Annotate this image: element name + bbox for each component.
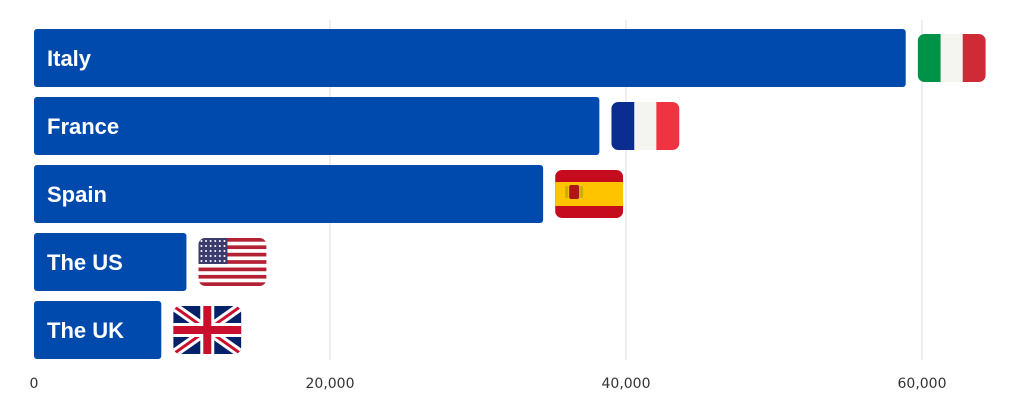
- bar-label: The US: [47, 250, 123, 275]
- us-flag-icon: [198, 238, 267, 286]
- bar-group: Spain: [34, 165, 544, 223]
- x-tick-label: 0: [30, 376, 39, 392]
- bar: [34, 29, 906, 87]
- uk-flag-icon: [173, 306, 242, 354]
- bar: [34, 97, 600, 155]
- bars: Italy France Spain The US The UK: [34, 29, 906, 359]
- bar-group: The UK: [34, 301, 162, 359]
- bar: [34, 301, 162, 359]
- bar: [34, 233, 187, 291]
- bar-group: Italy: [34, 29, 906, 87]
- france-flag-icon: [611, 102, 680, 150]
- x-tick-label: 20,000: [306, 376, 355, 392]
- bar-group: France: [34, 97, 600, 155]
- bar-group: The US: [34, 233, 187, 291]
- bar-label: Italy: [47, 46, 92, 71]
- spain-flag-icon: [555, 170, 624, 218]
- italy-flag-icon: [917, 34, 986, 82]
- bar-label: The UK: [47, 318, 124, 343]
- x-tick-label: 60,000: [898, 376, 947, 392]
- x-axis-ticks: 0 20,000 40,000 60,000: [30, 376, 947, 392]
- bar: [34, 165, 544, 223]
- bar-label: Spain: [47, 182, 107, 207]
- flags: [173, 34, 986, 354]
- x-tick-label: 40,000: [602, 376, 651, 392]
- bar-label: France: [47, 114, 119, 139]
